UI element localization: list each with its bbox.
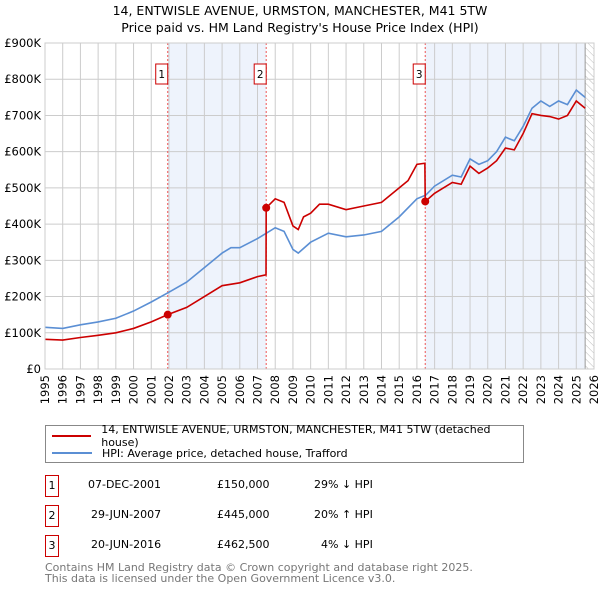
x-tick-label: 2003 [180,375,194,404]
transaction-marker-label: 1 [158,69,165,81]
x-tick-label: 1999 [109,375,123,404]
y-tick-label: £500K [4,181,41,195]
x-tick-label: 2022 [516,375,530,404]
property-price-line [44,99,586,341]
date: 29-JUN-2007 [91,508,162,521]
legend: 14, ENTWISLE AVENUE, URMSTON, MANCHESTER… [45,423,524,463]
footer-licence: This data is licensed under the Open Gov… [45,572,396,585]
y-tick-label: £400K [4,217,41,231]
x-tick-label: 2010 [304,375,318,404]
x-tick-label: 2005 [215,375,229,404]
transaction-point [262,203,271,212]
transaction-marker-box [253,63,267,85]
hpi-diff: 20% ↑ HPI [314,508,373,521]
y-tick-label: £100K [4,326,41,340]
legend-label-property: 14, ENTWISLE AVENUE, URMSTON, MANCHESTER… [101,423,491,449]
x-tick-label: 2013 [357,375,371,404]
price: £150,000 [217,478,270,491]
y-tick-label: £700K [4,108,41,122]
hpi-diff: 4% ↓ HPI [321,538,373,551]
x-tick-label: 1997 [73,375,87,404]
y-tick-label: £0 [26,362,41,376]
x-tick-label: 2004 [197,375,211,404]
x-tick-label: 2008 [268,375,282,404]
x-tick-label: 2026 [587,375,600,404]
x-tick-label: 2001 [144,375,158,404]
x-tick-label: 2006 [233,375,247,404]
x-tick-label: 2016 [410,375,424,404]
x-tick-label: 1996 [56,375,70,404]
y-tick-label: £300K [4,253,41,267]
x-tick-label: 2021 [498,375,512,404]
transaction-point [421,197,430,206]
x-tick-label: 2019 [463,375,477,404]
y-tick-label: £900K [4,36,41,50]
y-tick-label: £800K [4,72,41,86]
x-tick-label: 2009 [286,375,300,404]
x-tick-label: 2017 [428,375,442,404]
x-tick-label: 2020 [481,375,495,404]
x-tick-label: 2002 [162,375,176,404]
x-tick-label: 2018 [445,375,459,404]
hpi-diff: 29% ↓ HPI [314,478,373,491]
marker-number: 1 [45,475,59,497]
legend-swatch-property [52,435,92,437]
footer-copyright: Contains HM Land Registry data © Crown c… [45,561,473,574]
legend-label-hpi: HPI: Average price, detached house, Traf… [102,446,348,460]
x-tick-label: 2024 [552,375,566,404]
date: 20-JUN-2016 [91,538,162,551]
transaction-marker-box [412,63,426,85]
transaction-point [163,310,172,319]
forecast-hatch [585,43,594,369]
x-tick-label: 2012 [339,375,353,404]
chart-title: 14, ENTWISLE AVENUE, URMSTON, MANCHESTER… [112,3,488,18]
y-tick-label: £200K [4,290,41,304]
legend-swatch-hpi [52,452,92,454]
x-tick-label: 2011 [321,375,335,404]
transaction-marker-box [155,63,169,85]
shaded-range [167,43,267,369]
x-tick-label: 1998 [91,375,105,404]
x-tick-label: 1995 [38,375,52,404]
hpi-line [44,88,586,330]
x-tick-label: 2015 [392,375,406,404]
x-tick-label: 2025 [569,375,583,404]
x-tick-label: 2023 [534,375,548,404]
price: £445,000 [217,508,270,521]
marker-number: 2 [45,505,59,527]
marker-number: 3 [45,535,59,557]
price: £462,500 [217,538,270,551]
y-tick-label: £600K [4,145,41,159]
price-chart: 1995 1996 1997 1998 1999 2000 2001 2002 2003 2004… [4,36,600,404]
x-tick-label: 2014 [374,375,388,404]
chart-subtitle: Price paid vs. HM Land Registry's House … [121,20,479,35]
x-tick-label: 2007 [251,375,265,404]
plot-frame [44,42,595,370]
date: 07-DEC-2001 [88,478,162,491]
x-tick-label: 2000 [127,375,141,404]
transaction-marker-label: 2 [257,69,264,81]
transaction-marker-label: 3 [416,69,423,81]
